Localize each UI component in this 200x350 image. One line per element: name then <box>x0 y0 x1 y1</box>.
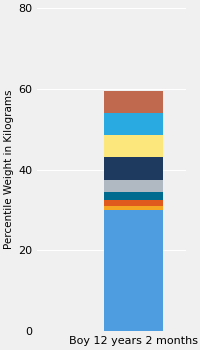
Bar <box>104 200 163 206</box>
Bar <box>104 158 163 180</box>
Bar <box>104 192 163 200</box>
Bar <box>104 91 163 113</box>
Bar <box>104 206 163 210</box>
Bar <box>104 180 163 192</box>
Bar <box>104 135 163 158</box>
Bar <box>104 113 163 135</box>
Y-axis label: Percentile Weight in Kilograms: Percentile Weight in Kilograms <box>4 90 14 249</box>
Bar <box>104 210 163 331</box>
